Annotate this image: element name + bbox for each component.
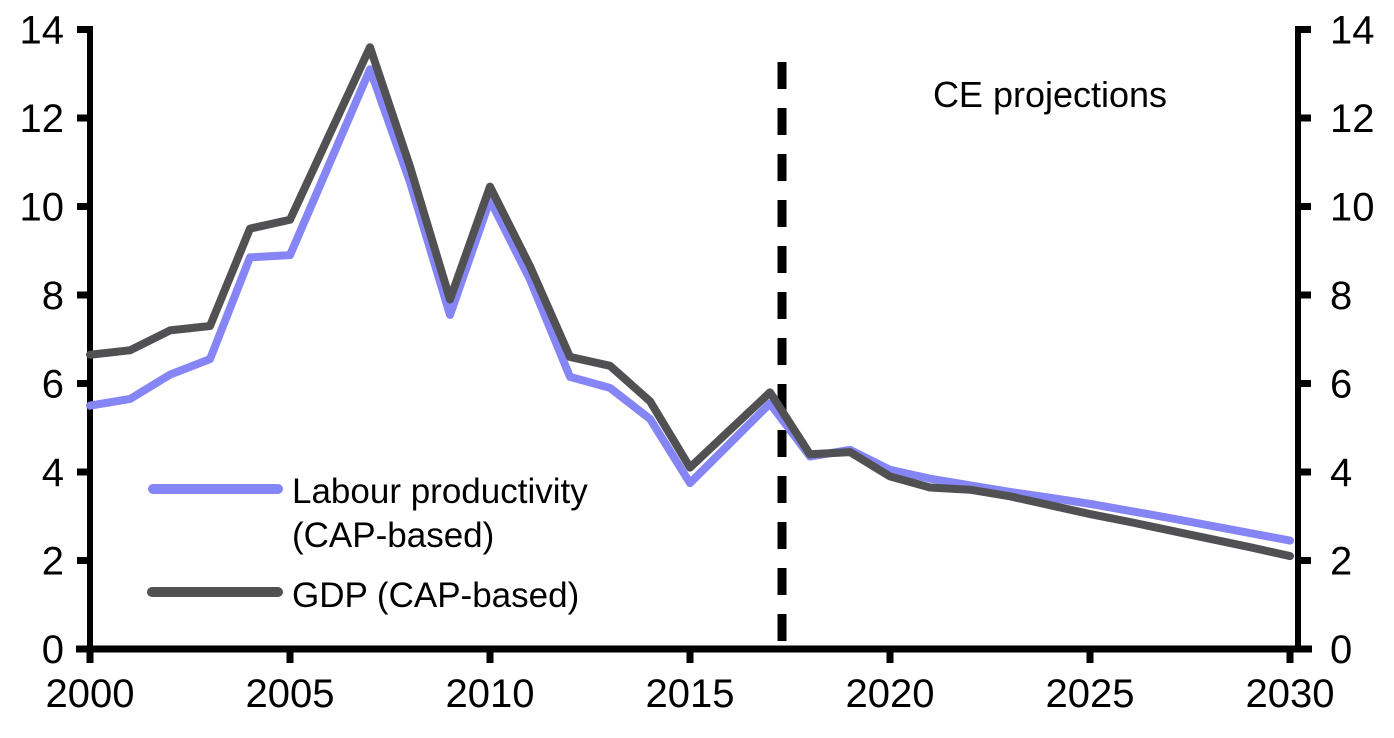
y-tick-label-right: 14 (1330, 9, 1375, 53)
x-tick-label: 2005 (246, 672, 335, 716)
y-tick-label-left: 14 (20, 9, 65, 53)
y-tick-label-left: 10 (20, 186, 65, 230)
y-tick-label-left: 8 (42, 274, 64, 318)
series-line-labour-productivity (86, 65, 1294, 545)
legend-label-labour-productivity: Labour productivity (CAP-based) (292, 470, 588, 558)
legend-swatch-gdp (147, 587, 283, 597)
x-tick-label: 2015 (646, 672, 735, 716)
x-tick-label: 2030 (1246, 672, 1335, 716)
annotation-ce-projections: CE projections (932, 74, 1168, 115)
y-tick-label-right: 8 (1330, 274, 1352, 318)
y-tick-label-right: 6 (1330, 363, 1352, 407)
x-tick-label: 2010 (446, 672, 535, 716)
x-tick-label: 2020 (846, 672, 935, 716)
y-tick-label-right: 0 (1330, 628, 1352, 672)
x-tick-label: 2025 (1046, 672, 1135, 716)
y-tick-label-left: 12 (20, 97, 65, 141)
y-tick-label-right: 10 (1330, 186, 1375, 230)
y-tick-label-right: 2 (1330, 540, 1352, 584)
legend-swatch-labour-productivity (148, 484, 283, 494)
legend-label-labour-line2: (CAP-based) (292, 516, 495, 555)
y-tick-label-left: 6 (42, 363, 64, 407)
y-tick-label-right: 12 (1330, 97, 1375, 141)
y-tick-label-right: 4 (1330, 451, 1352, 495)
y-tick-label-left: 2 (42, 540, 64, 584)
legend-label-gdp: GDP (CAP-based) (292, 576, 580, 615)
legend-label-labour-line1: Labour productivity (292, 472, 588, 511)
y-tick-label-left: 4 (42, 451, 64, 495)
y-tick-label-left: 0 (42, 628, 64, 672)
x-tick-label: 2000 (46, 672, 135, 716)
series-line-gdp (86, 43, 1294, 561)
